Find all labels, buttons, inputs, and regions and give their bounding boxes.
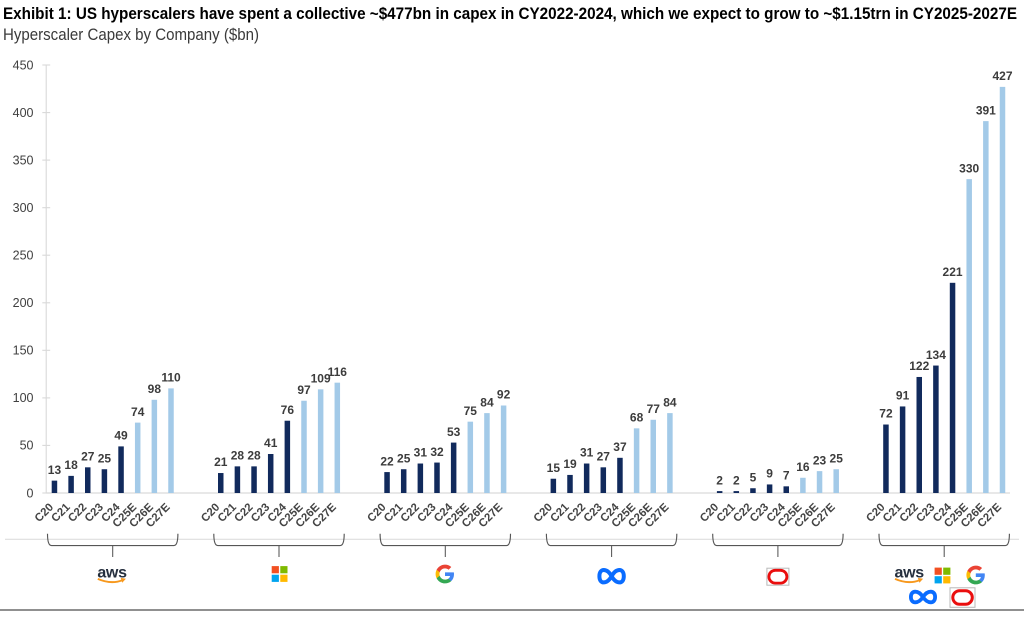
svg-text:27: 27 (597, 450, 611, 464)
svg-text:77: 77 (647, 402, 661, 416)
svg-text:49: 49 (114, 429, 128, 443)
svg-text:31: 31 (580, 446, 594, 460)
svg-text:32: 32 (430, 445, 444, 459)
svg-text:98: 98 (148, 382, 162, 396)
svg-text:109: 109 (311, 372, 331, 386)
svg-text:122: 122 (909, 359, 929, 373)
svg-text:450: 450 (13, 58, 34, 72)
svg-text:16: 16 (796, 460, 810, 474)
svg-text:74: 74 (131, 405, 145, 419)
svg-text:37: 37 (613, 440, 627, 454)
svg-text:9: 9 (766, 467, 773, 481)
svg-text:76: 76 (281, 403, 295, 417)
svg-text:41: 41 (264, 436, 278, 450)
svg-text:75: 75 (464, 404, 478, 418)
svg-text:250: 250 (13, 249, 34, 263)
svg-text:110: 110 (161, 371, 181, 385)
svg-text:28: 28 (231, 449, 245, 463)
svg-text:15: 15 (547, 461, 561, 475)
svg-text:28: 28 (247, 449, 261, 463)
svg-text:21: 21 (214, 455, 228, 469)
svg-text:91: 91 (896, 389, 910, 403)
svg-text:200: 200 (13, 296, 34, 310)
svg-text:13: 13 (48, 463, 62, 477)
svg-text:116: 116 (328, 365, 348, 379)
svg-text:221: 221 (943, 265, 963, 279)
svg-text:25: 25 (397, 451, 411, 465)
svg-text:134: 134 (926, 348, 946, 362)
svg-text:19: 19 (563, 457, 577, 471)
svg-text:150: 150 (13, 344, 34, 358)
svg-text:84: 84 (480, 395, 494, 409)
svg-text:23: 23 (813, 453, 827, 467)
svg-text:427: 427 (992, 69, 1012, 83)
svg-text:72: 72 (879, 407, 893, 421)
svg-text:31: 31 (414, 446, 428, 460)
svg-text:330: 330 (959, 161, 979, 175)
svg-text:2: 2 (733, 473, 740, 487)
svg-text:50: 50 (20, 439, 34, 453)
svg-text:97: 97 (297, 383, 311, 397)
svg-text:0: 0 (27, 486, 34, 500)
svg-text:25: 25 (830, 451, 844, 465)
svg-text:22: 22 (380, 454, 394, 468)
svg-text:391: 391 (976, 103, 996, 117)
svg-text:100: 100 (13, 391, 34, 405)
svg-text:Hyperscaler Capex by Company (: Hyperscaler Capex by Company ($bn) (3, 26, 259, 44)
svg-text:84: 84 (663, 395, 677, 409)
svg-text:18: 18 (64, 458, 78, 472)
svg-text:53: 53 (447, 425, 461, 439)
svg-text:92: 92 (497, 388, 511, 402)
svg-text:400: 400 (13, 106, 34, 120)
svg-text:300: 300 (13, 201, 34, 215)
svg-text:68: 68 (630, 411, 644, 425)
svg-text:Exhibit 1: US hyperscalers hav: Exhibit 1: US hyperscalers have spent a … (3, 5, 1017, 23)
svg-text:5: 5 (750, 470, 757, 484)
svg-text:aws: aws (895, 565, 925, 582)
svg-text:25: 25 (98, 451, 112, 465)
svg-text:350: 350 (13, 153, 34, 167)
svg-text:7: 7 (783, 469, 790, 483)
svg-text:27: 27 (81, 450, 95, 464)
svg-text:2: 2 (716, 473, 723, 487)
svg-text:aws: aws (97, 565, 127, 582)
